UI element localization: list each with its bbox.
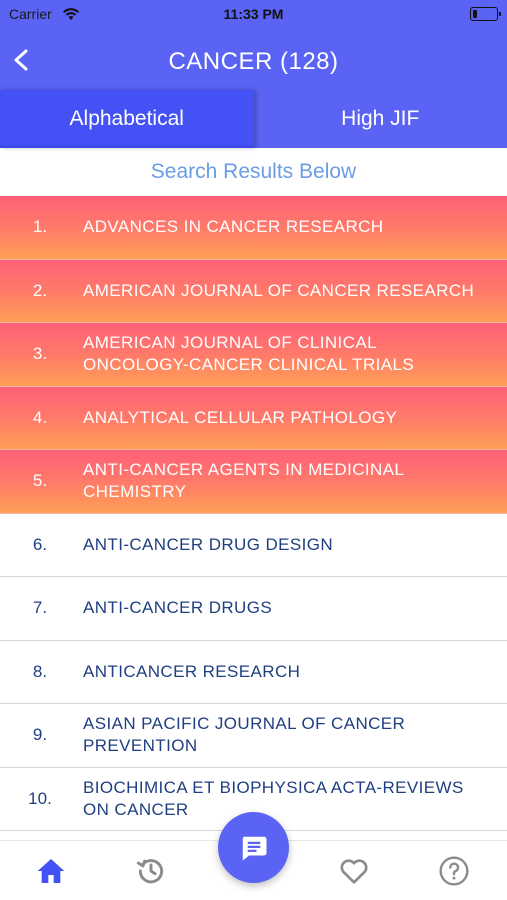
help-icon bbox=[439, 856, 469, 886]
item-number: 7. bbox=[32, 598, 48, 618]
item-number: 2. bbox=[32, 280, 48, 300]
list-item[interactable]: 9. ASIAN PACIFIC JOURNAL OF CANCER PREVE… bbox=[0, 704, 507, 768]
chat-icon bbox=[242, 836, 266, 860]
search-results-banner: Search Results Below bbox=[0, 148, 507, 196]
home-tab[interactable] bbox=[34, 854, 68, 888]
navigation-bar: CANCER (128) bbox=[0, 30, 507, 90]
page-title: CANCER (128) bbox=[168, 48, 339, 75]
clock: 11:33 PM bbox=[223, 6, 284, 22]
journal-name: AMERICAN JOURNAL OF CANCER RESEARCH bbox=[83, 280, 475, 300]
status-bar: Carrier 11:33 PM bbox=[0, 0, 507, 30]
chevron-left-icon bbox=[14, 49, 28, 71]
journal-name: ADVANCES IN CANCER RESEARCH bbox=[83, 217, 384, 237]
carrier-label: Carrier bbox=[9, 6, 52, 22]
favorites-tab[interactable] bbox=[337, 854, 371, 888]
list-item[interactable]: 3. AMERICAN JOURNAL OF CLINICAL ONCOLOGY… bbox=[0, 323, 507, 387]
tab-alphabetical[interactable]: Alphabetical bbox=[0, 90, 254, 148]
help-tab[interactable] bbox=[437, 854, 471, 888]
item-number: 9. bbox=[32, 725, 48, 745]
journal-name: ANTICANCER RESEARCH bbox=[83, 661, 301, 681]
tab-high-jif[interactable]: High JIF bbox=[341, 107, 420, 130]
item-number: 5. bbox=[32, 471, 48, 491]
item-number: 6. bbox=[32, 534, 48, 554]
history-tab[interactable] bbox=[134, 854, 168, 888]
list-item[interactable]: 5. ANTI-CANCER AGENTS IN MEDICINAL CHEMI… bbox=[0, 450, 507, 514]
journal-name: ANTI-CANCER DRUGS bbox=[83, 598, 273, 618]
item-number: 1. bbox=[32, 217, 48, 237]
journal-name: ANTI-CANCER DRUG DESIGN bbox=[83, 534, 334, 554]
journal-name: BIOCHIMICA ET BIOPHYSICA ACTA-REVIEWS ON… bbox=[83, 777, 464, 819]
item-number: 10. bbox=[28, 788, 52, 808]
list-item[interactable]: 8. ANTICANCER RESEARCH bbox=[0, 641, 507, 704]
list-item[interactable]: 1. ADVANCES IN CANCER RESEARCH bbox=[0, 196, 507, 260]
journal-name: ASIAN PACIFIC JOURNAL OF CANCER PREVENTI… bbox=[83, 714, 406, 756]
list-item[interactable]: 7. ANTI-CANCER DRUGS bbox=[0, 577, 507, 641]
history-icon bbox=[136, 859, 164, 884]
heart-icon bbox=[340, 859, 368, 884]
home-icon bbox=[37, 859, 65, 883]
list-item[interactable]: 6. ANTI-CANCER DRUG DESIGN bbox=[0, 514, 507, 577]
journal-name: ANALYTICAL CELLULAR PATHOLOGY bbox=[83, 407, 398, 427]
journal-name: ANTI-CANCER AGENTS IN MEDICINAL CHEMISTR… bbox=[83, 460, 404, 502]
item-number: 8. bbox=[32, 661, 48, 681]
list-item[interactable]: 4. ANALYTICAL CELLULAR PATHOLOGY bbox=[0, 386, 507, 450]
item-number: 3. bbox=[32, 344, 48, 364]
item-number: 4. bbox=[32, 407, 48, 427]
chat-button[interactable] bbox=[218, 812, 289, 883]
sort-tabs: Alphabetical High JIF bbox=[0, 90, 507, 148]
journal-list: 1. ADVANCES IN CANCER RESEARCH 2. AMERIC… bbox=[0, 196, 507, 831]
wifi-icon bbox=[62, 7, 80, 26]
back-button[interactable] bbox=[10, 48, 34, 72]
list-item[interactable]: 2. AMERICAN JOURNAL OF CANCER RESEARCH bbox=[0, 259, 507, 323]
battery-icon bbox=[470, 7, 501, 21]
journal-name: AMERICAN JOURNAL OF CLINICAL ONCOLOGY-CA… bbox=[83, 333, 415, 375]
